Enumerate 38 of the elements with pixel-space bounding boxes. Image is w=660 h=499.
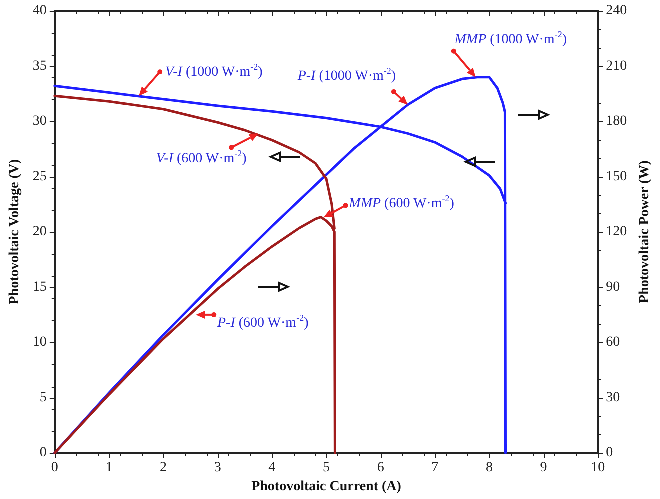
- y2-tick-label: 240: [606, 4, 628, 18]
- y-tick-label: 30: [32, 114, 47, 130]
- x-tick-label: 1: [106, 460, 113, 476]
- x-tick-label: 5: [323, 460, 330, 476]
- y2-tick-label: 60: [606, 335, 620, 350]
- x-tick-label: 2: [160, 460, 168, 476]
- y-tick-label: 5: [40, 390, 47, 406]
- y-axis-title: Photovoltaic Voltage (V): [8, 159, 22, 305]
- annotation: MMP (600 W·m$^{-2}$): [348, 194, 455, 212]
- y2-tick-label: 180: [606, 114, 628, 130]
- x-tick-label: 8: [486, 460, 493, 476]
- x-tick-label: 9: [540, 460, 548, 476]
- y2-tick-label: 90: [606, 280, 620, 295]
- y2-axis-title: Photovoltaic Power (W): [638, 160, 652, 304]
- y-tick-label: 40: [32, 4, 47, 18]
- x-tick-label: 10: [591, 460, 606, 476]
- x-tick-label: 7: [432, 460, 439, 476]
- annotation: V-I (600 W·m$^{-2}$): [156, 148, 248, 167]
- annotation: V-I (1000 W·m$^{-2}$): [165, 62, 264, 80]
- y-tick-label: 0: [40, 446, 47, 461]
- y-tick-label: 20: [32, 224, 47, 240]
- y2-tick-label: 0: [606, 446, 614, 461]
- x-tick-label: 6: [377, 460, 384, 476]
- y-tick-label: 25: [32, 169, 47, 184]
- x-tick-label: 3: [214, 460, 222, 476]
- annotation: MMP (1000 W·m$^{-2}$): [454, 29, 568, 48]
- x-tick-label: 0: [51, 460, 58, 476]
- y2-tick-label: 30: [606, 390, 620, 406]
- y2-tick-label: 120: [606, 224, 628, 240]
- annotation: P-I (1000 W·m$^{-2}$): [296, 66, 396, 84]
- y2-tick-label: 150: [606, 169, 628, 184]
- y-tick-label: 10: [32, 335, 47, 350]
- y2-tick-label: 210: [606, 58, 628, 74]
- annotation: P-I (600 W·m$^{-2}$): [216, 313, 310, 332]
- y-tick-label: 15: [32, 280, 47, 295]
- y-tick-label: 35: [32, 58, 47, 74]
- x-axis-title: Photovoltaic Current (A): [252, 480, 402, 494]
- x-tick-label: 4: [268, 460, 276, 476]
